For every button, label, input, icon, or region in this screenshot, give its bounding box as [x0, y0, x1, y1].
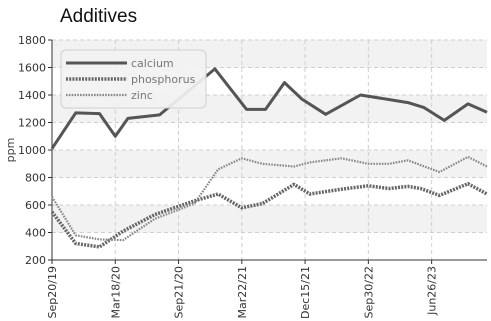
- grid-band: [52, 205, 487, 233]
- x-tick-label: Dec15/21: [299, 266, 312, 319]
- x-axis: Sep20/19 Mar18/20 Sep21/20 Mar22/21 Dec15/21…: [46, 260, 439, 319]
- y-tick-label: 1800: [18, 34, 46, 47]
- x-tick-label: Sep20/19: [46, 266, 59, 318]
- x-tick-label: Sep21/20: [173, 266, 186, 318]
- y-tick-label: 400: [25, 227, 46, 240]
- chart-title: Additives: [60, 6, 138, 27]
- x-tick-label: Mar22/21: [236, 266, 249, 318]
- series-line-zinc: [51, 155, 488, 242]
- legend-label-phosphorus: phosphorus: [131, 73, 196, 86]
- y-tick-label: 1400: [18, 89, 46, 102]
- y-tick-label: 600: [25, 199, 46, 212]
- legend: calcium phosphorus zinc: [60, 49, 207, 109]
- legend-label-calcium: calcium: [131, 57, 174, 70]
- y-tick-label: 1200: [18, 117, 46, 130]
- x-tick-label: Mar18/20: [109, 266, 122, 318]
- x-tick-label: Sep30/22: [362, 266, 375, 318]
- y-axis: 200 400 600 800 1000 1200 1400 1600 1800: [18, 34, 52, 267]
- legend-label-zinc: zinc: [131, 89, 153, 102]
- y-tick-label: 200: [25, 254, 46, 267]
- series-line-calcium: [50, 67, 488, 150]
- series-line-phosphorus: [50, 181, 488, 249]
- y-tick-label: 1000: [18, 144, 46, 157]
- y-tick-label: 1600: [18, 62, 46, 75]
- x-tick-label: Jun26/23: [426, 266, 439, 316]
- y-axis-label: ppm: [4, 138, 17, 163]
- series-lines: [50, 67, 488, 249]
- y-tick-label: 800: [25, 172, 46, 185]
